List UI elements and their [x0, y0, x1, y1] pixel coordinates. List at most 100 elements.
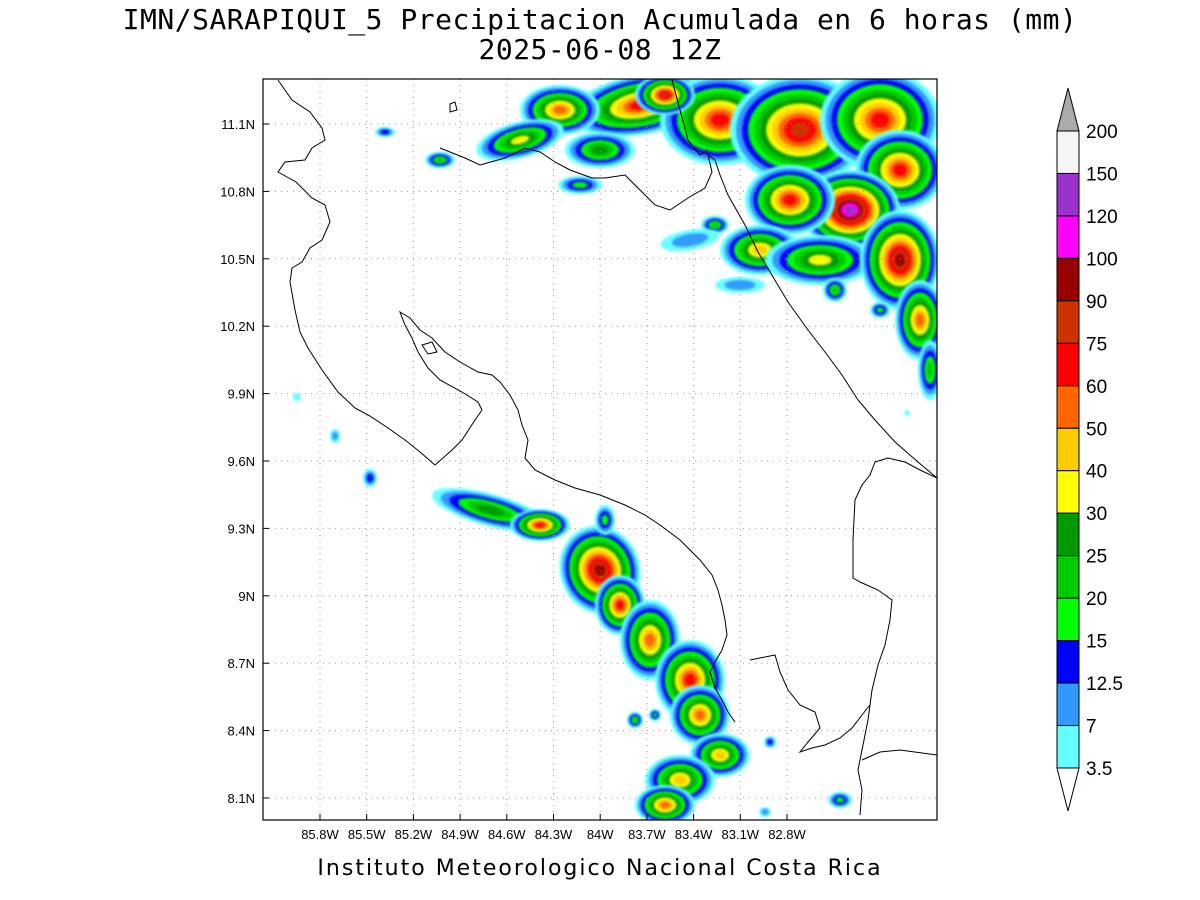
latitude-axis: 11.1N 10.8N 10.5N 10.2N 9.9N 9.6N 9.3N 9N 8.7N 8.… — [220, 117, 255, 806]
precipitation-field — [293, 79, 937, 820]
lat-tick-label: 10.5N — [220, 252, 255, 267]
colorbar-label: 100 — [1086, 249, 1118, 270]
lon-tick-label: 83.7W — [628, 827, 666, 842]
rain-cell — [435, 157, 445, 163]
colorbar-label: 90 — [1086, 292, 1107, 313]
colorbar-swatch — [1056, 257, 1080, 302]
rain-cell — [632, 717, 638, 723]
rain-cell — [684, 673, 696, 687]
rain-cell — [835, 797, 845, 803]
lon-tick-label: 83.1W — [722, 827, 760, 842]
lat-tick-label: 9.9N — [228, 387, 255, 402]
rain-cell — [660, 92, 670, 98]
rain-cell — [616, 600, 624, 610]
lat-tick-label: 11.1N — [221, 117, 255, 132]
graticule — [263, 79, 937, 820]
colorbar-label: 20 — [1086, 589, 1107, 610]
rain-cell — [714, 750, 726, 760]
map-title: IMN/SARAPIQUI_5 Precipitacion Acumulada … — [122, 3, 1078, 36]
lat-tick-label: 9.3N — [228, 521, 255, 536]
colorbar-label: 150 — [1086, 164, 1118, 185]
colorbar-legend: 3.5 7 12.5 15 20 25 30 40 50 60 75 90 100 120 150 200 — [1056, 87, 1123, 812]
rain-cell — [915, 313, 925, 327]
colorbar-swatch — [1056, 215, 1080, 259]
colorbar-swatch — [1056, 597, 1080, 642]
rain-cell — [660, 801, 670, 809]
lat-tick-label: 10.2N — [220, 319, 255, 334]
rain-cell — [767, 739, 773, 745]
rain-cell — [724, 280, 756, 290]
colorbar-swatch — [1056, 555, 1080, 599]
rain-cell — [893, 163, 907, 177]
colorbar-label: 200 — [1086, 122, 1118, 143]
colorbar-label: 7 — [1086, 717, 1097, 738]
colorbar-label: 15 — [1086, 632, 1107, 653]
rain-cell — [844, 205, 856, 215]
colorbar-swatch — [1056, 130, 1080, 174]
colorbar-swatch — [1056, 640, 1080, 684]
rain-cell — [366, 474, 374, 482]
colorbar-label: 30 — [1086, 504, 1107, 525]
rain-cell — [808, 254, 832, 266]
rain-cell — [752, 245, 768, 255]
colorbar-swatch — [1056, 385, 1080, 429]
rain-cell — [553, 105, 567, 115]
colorbar-label: 12.5 — [1086, 674, 1123, 695]
credit-text: Instituto Meteorologico Nacional Costa R… — [317, 856, 883, 881]
rain-cell — [761, 808, 769, 816]
lon-tick-label: 84.9W — [441, 827, 479, 842]
lon-tick-label: 85.8W — [301, 827, 339, 842]
lat-tick-label: 8.1N — [228, 791, 255, 806]
colorbar-min-arrow — [1056, 767, 1080, 812]
lon-tick-label: 82.8W — [768, 827, 806, 842]
rain-cell — [652, 712, 658, 718]
rain-cell — [535, 522, 545, 528]
colorbar-label: 25 — [1086, 547, 1107, 568]
lon-tick-label: 84W — [587, 827, 614, 842]
rain-cell — [870, 112, 890, 128]
colorbar-label: 60 — [1086, 377, 1107, 398]
rain-cell — [876, 307, 884, 313]
rain-cell — [831, 286, 839, 294]
coastlines-and-borders — [277, 79, 937, 816]
colorbar-swatch — [1056, 427, 1080, 472]
rain-cell — [510, 135, 530, 145]
rain-cell — [591, 145, 609, 155]
lon-tick-label: 84.3W — [535, 827, 573, 842]
colorbar-swatch — [1056, 512, 1080, 557]
colorbar-swatch — [1056, 172, 1080, 217]
rain-cell — [331, 431, 339, 441]
rain-cell — [894, 253, 906, 267]
colorbar-swatch — [1056, 725, 1080, 769]
rain-cell — [671, 233, 709, 247]
lon-tick-label: 83.4W — [675, 827, 713, 842]
lat-tick-label: 10.8N — [220, 184, 255, 199]
rain-cell — [673, 775, 687, 785]
colorbar-swatch — [1056, 300, 1080, 344]
rain-cell — [926, 361, 934, 379]
colorbar-label: 40 — [1086, 462, 1107, 483]
lat-tick-label: 9.6N — [228, 454, 255, 469]
map-datetime: 2025-06-08 12Z — [478, 33, 722, 66]
lat-tick-label: 8.4N — [228, 724, 255, 739]
rain-cell — [572, 181, 588, 189]
colorbar-max-arrow — [1056, 87, 1080, 132]
colorbar-label: 50 — [1086, 419, 1107, 440]
lon-tick-label: 84.6W — [488, 827, 526, 842]
rain-cell — [783, 194, 797, 206]
rain-cell — [695, 710, 705, 720]
lat-tick-label: 8.7N — [228, 656, 255, 671]
rain-cell — [711, 222, 719, 228]
rain-cell — [904, 410, 910, 416]
colorbar-swatch — [1056, 470, 1080, 514]
rain-cell — [645, 633, 655, 647]
lon-tick-label: 85.2W — [395, 827, 433, 842]
colorbar-label: 75 — [1086, 334, 1107, 355]
plot-frame — [262, 78, 938, 821]
rain-cell — [380, 129, 390, 135]
lon-tick-label: 85.5W — [348, 827, 386, 842]
lat-tick-label: 9N — [238, 589, 255, 604]
colorbar-label: 120 — [1086, 207, 1118, 228]
rain-cell — [710, 113, 730, 127]
